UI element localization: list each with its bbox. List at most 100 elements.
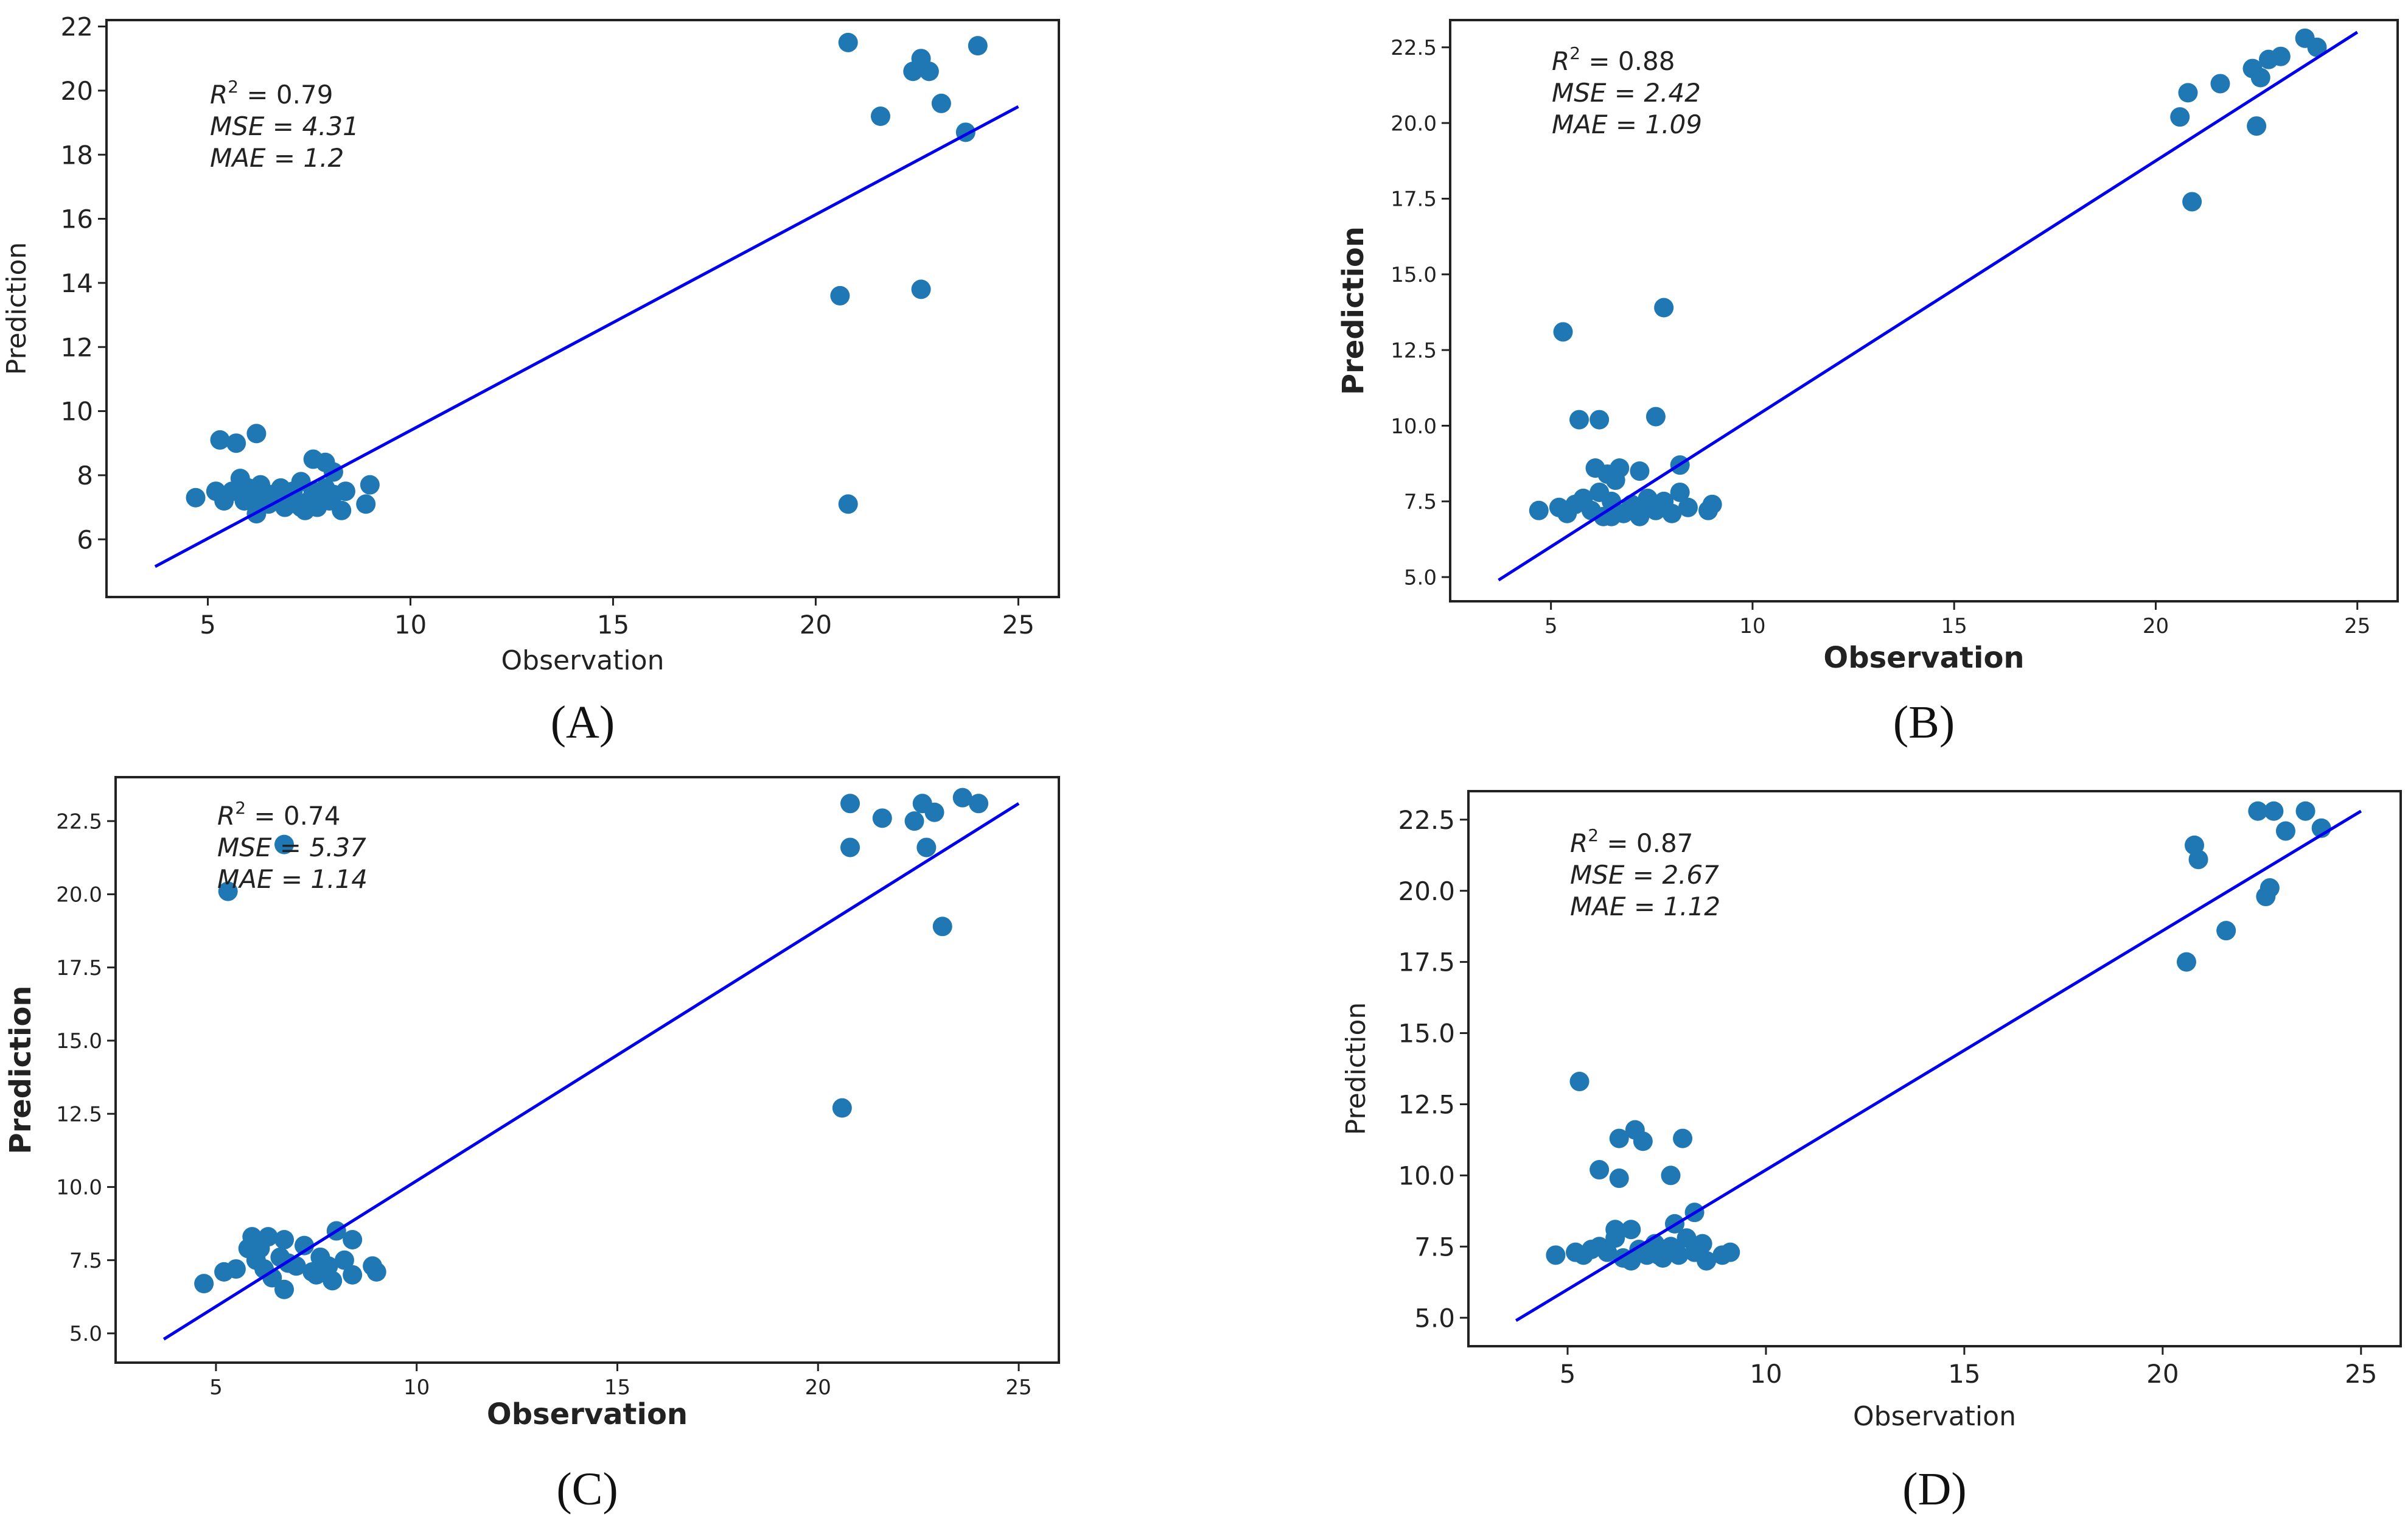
data-point (274, 1279, 295, 1299)
data-point (840, 837, 860, 858)
x-tick-label: 15 (1941, 614, 1967, 638)
data-point (1645, 407, 1666, 427)
y-tick-label: 14 (61, 268, 93, 298)
r2-symbol: R (1552, 46, 1569, 76)
r2-value: = 0.87 (1599, 828, 1693, 858)
x-tick-label: 25 (1005, 1375, 1031, 1400)
y-tick-label: 7.5 (69, 1249, 102, 1273)
data-point (2295, 801, 2316, 821)
data-point (840, 794, 860, 814)
data-point (1609, 1168, 1629, 1189)
data-point (1654, 298, 1674, 318)
panel-caption: (C) (556, 1464, 618, 1515)
y-tick-label: 12.5 (56, 1102, 102, 1127)
data-point (2248, 801, 2268, 821)
x-tick-label: 10 (403, 1375, 430, 1400)
data-point (343, 1229, 363, 1249)
y-tick-label: 12.5 (1391, 338, 1437, 363)
y-tick-label: 22 (61, 12, 93, 42)
data-point (830, 285, 850, 306)
r2-exponent: 2 (235, 798, 246, 818)
mse-annotation: MSE = 4.31 (210, 111, 359, 141)
r2-annotation: R2 = 0.88 (1552, 43, 1675, 76)
data-point (356, 494, 376, 514)
y-tick-label: 17.5 (1391, 187, 1437, 212)
data-point (1609, 1128, 1629, 1148)
data-point (2210, 74, 2230, 94)
data-point (306, 1265, 326, 1285)
y-tick-label: 12.5 (1398, 1090, 1455, 1120)
y-tick-label: 15.0 (56, 1029, 102, 1053)
scatter-panel-c: 5 10 15 20 25 5.0 7.5 10.0 12.5 15.0 17.5 20.0 22.5 O… (4, 776, 1060, 1515)
x-axis-label: Observation (487, 1397, 688, 1431)
data-point (919, 61, 939, 82)
data-point (2216, 921, 2236, 941)
data-point (2256, 887, 2276, 907)
data-point (1661, 1165, 1681, 1186)
x-tick-label: 10 (1739, 614, 1765, 638)
x-tick-label: 10 (394, 610, 427, 640)
data-point (226, 1259, 246, 1279)
mae-annotation: MAE = 1.14 (217, 864, 368, 894)
data-point (911, 279, 931, 299)
r2-annotation: R2 = 0.87 (1570, 825, 1693, 858)
y-tick-label: 10.0 (1398, 1161, 1455, 1191)
y-tick-label: 7.5 (1414, 1232, 1455, 1262)
x-tick-label: 5 (1544, 614, 1558, 638)
data-point (2170, 107, 2190, 127)
fit-line (154, 105, 1019, 568)
fit-line (1515, 809, 2362, 1322)
data-point (968, 36, 988, 56)
data-point (904, 811, 924, 831)
data-point (210, 430, 230, 450)
x-tick-label: 25 (2345, 1359, 2377, 1389)
data-point (1597, 1242, 1618, 1262)
data-point (2178, 83, 2198, 103)
r2-exponent: 2 (1588, 825, 1599, 845)
plot-frame (1449, 19, 2399, 603)
fit-line (1498, 30, 2359, 582)
data-point (1610, 458, 1630, 478)
data-point (1677, 1228, 1697, 1248)
x-tick-label: 5 (209, 1375, 223, 1400)
y-tick-label: 18 (61, 140, 93, 170)
data-point (872, 808, 892, 828)
x-tick-label: 15 (1948, 1359, 1980, 1389)
data-point (1569, 410, 1590, 430)
y-tick-label: 16 (61, 204, 93, 234)
data-point (2307, 37, 2327, 57)
mse-annotation: MSE = 2.67 (1570, 860, 1719, 890)
data-point (2275, 821, 2295, 841)
data-point (226, 433, 246, 453)
data-point (1634, 497, 1654, 517)
data-point (1702, 494, 1722, 514)
r2-annotation: R2 = 0.74 (217, 798, 340, 831)
r2-exponent: 2 (228, 77, 239, 97)
x-tick-label: 5 (1560, 1359, 1576, 1389)
data-point (838, 32, 858, 52)
y-tick-label: 22.5 (1398, 805, 1455, 835)
x-tick-label: 20 (2143, 614, 2169, 638)
data-point (832, 1098, 852, 1118)
r2-symbol: R (217, 801, 235, 831)
y-tick-label: 5.0 (1414, 1303, 1455, 1333)
r2-value: = 0.74 (246, 801, 340, 831)
scatter-panel-a: 5 10 15 20 25 6 8 10 12 14 16 18 20 22 Observation Pred… (1, 12, 1060, 748)
data-point (969, 794, 989, 814)
mse-annotation: MSE = 5.37 (217, 833, 366, 862)
data-point (360, 475, 380, 495)
r2-exponent: 2 (1569, 43, 1580, 63)
data-point (1633, 1131, 1653, 1151)
data-point (1605, 1220, 1625, 1240)
data-point (1692, 1234, 1712, 1254)
data-point (931, 93, 951, 113)
y-tick-label: 6 (77, 525, 93, 554)
data-point (194, 1274, 214, 1294)
x-tick-label: 15 (604, 1375, 630, 1400)
y-tick-label: 20.0 (1398, 876, 1455, 906)
data-point (1569, 1072, 1590, 1092)
data-point (343, 1265, 363, 1285)
y-tick-label: 15.0 (1398, 1019, 1455, 1049)
data-point (274, 834, 295, 854)
y-axis-label: Prediction (1336, 226, 1370, 395)
